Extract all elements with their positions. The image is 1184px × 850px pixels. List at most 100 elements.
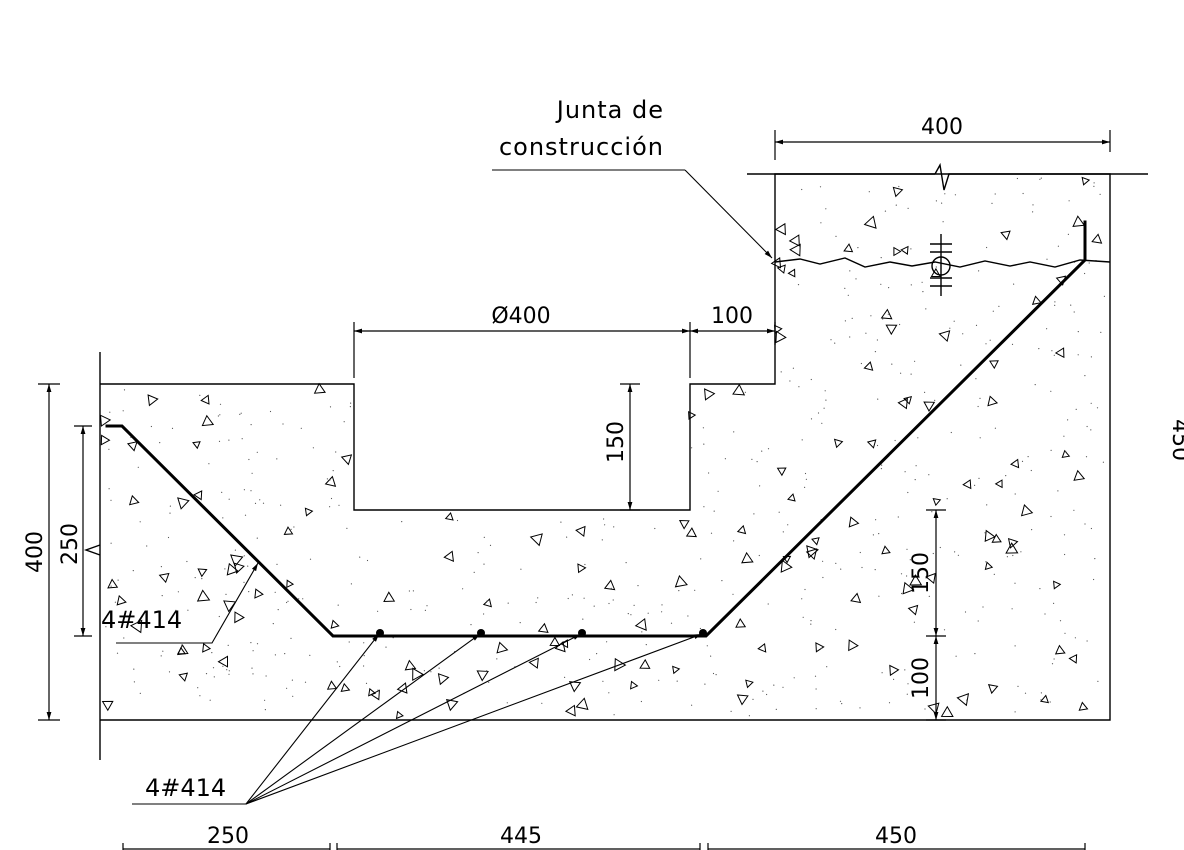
aggregate-speck [1097, 680, 1099, 683]
aggregate-triangle [848, 639, 859, 652]
dim-inner-rise-label: 150 [909, 552, 934, 594]
aggregate-speck [1020, 551, 1022, 553]
aggregate-speck [1063, 534, 1066, 536]
aggregate-speck [900, 573, 903, 575]
dim-overall-height-right: 450 [1167, 419, 1184, 461]
aggregate-speck [566, 536, 568, 538]
aggregate-speck [290, 528, 292, 531]
aggregate-speck [326, 478, 328, 480]
aggregate-speck [486, 670, 488, 672]
aggregate-speck [797, 284, 800, 286]
aggregate-speck [881, 464, 883, 466]
aggregate-speck [150, 425, 152, 428]
aggregate-speck [703, 506, 705, 508]
aggregate-triangle [201, 414, 215, 427]
aggregate-speck [613, 526, 615, 528]
aggregate-speck [978, 477, 980, 479]
aggregate-speck [876, 339, 879, 341]
aggregate-speck [1006, 556, 1009, 558]
aggregate-speck [350, 583, 352, 585]
aggregate-triangle [881, 545, 891, 555]
aggregate-speck [194, 577, 196, 579]
aggregate-triangle [741, 551, 754, 564]
aggregate-triangle [568, 681, 582, 693]
aggregate-speck [910, 284, 912, 286]
aggregate-speck [359, 556, 361, 558]
aggregate-speck [282, 423, 284, 425]
aggregate-triangle [116, 594, 127, 606]
aggregate-speck [909, 559, 911, 561]
aggregate-speck [219, 414, 221, 416]
aggregate-speck [132, 570, 134, 572]
aggregate-speck [312, 447, 314, 449]
aggregate-triangle [735, 618, 747, 628]
aggregate-speck [888, 702, 891, 704]
aggregate-speck [259, 499, 261, 501]
aggregate-speck [1039, 178, 1041, 180]
aggregate-speck [713, 510, 715, 512]
aggregate-speck [904, 471, 906, 473]
aggregate-triangle [254, 588, 264, 599]
aggregate-triangle [177, 646, 187, 656]
aggregate-speck [835, 562, 837, 565]
aggregate-speck [1014, 645, 1016, 647]
aggregate-triangle [100, 434, 111, 446]
aggregate-speck [901, 592, 903, 595]
aggregate-speck [276, 458, 278, 460]
aggregate-speck [805, 478, 808, 480]
aggregate-triangle [880, 308, 893, 320]
joint-label-line2: construcción [499, 133, 664, 161]
aggregate-speck [985, 343, 987, 345]
aggregate-speck [252, 650, 254, 652]
aggregate-speck [906, 575, 908, 577]
aggregate-speck [290, 637, 292, 640]
dim-bottom-row: 250 445 450 [122, 824, 1086, 850]
aggregate-speck [1103, 295, 1105, 297]
aggregate-speck [979, 437, 981, 439]
aggregate-speck [1094, 558, 1096, 560]
aggregate-speck [1096, 407, 1099, 409]
aggregate-speck [329, 506, 331, 508]
aggregate-speck [571, 594, 574, 596]
aggregate-speck [802, 616, 804, 618]
aggregate-speck [822, 560, 824, 562]
aggregate-speck [954, 194, 957, 196]
aggregate-speck [1102, 461, 1104, 463]
aggregate-speck [928, 474, 930, 476]
aggregate-speck [589, 658, 591, 661]
dim-rebar-height-left-label: 250 [58, 523, 83, 565]
aggregate-speck [177, 591, 179, 593]
aggregate-speck [520, 568, 522, 570]
aggregate-speck [1084, 523, 1086, 525]
aggregate-speck [110, 585, 112, 587]
aggregate-triangle [863, 361, 874, 371]
aggregate-speck [895, 204, 897, 206]
aggregate-speck [243, 489, 245, 491]
aggregate-speck [733, 540, 735, 542]
aggregate-triangle [577, 563, 587, 574]
aggregate-triangle [907, 604, 919, 616]
aggregate-speck [256, 643, 259, 645]
aggregate-speck [985, 561, 987, 563]
aggregate-speck [284, 653, 286, 655]
aggregate-speck [775, 708, 777, 711]
aggregate-speck [160, 566, 162, 568]
aggregate-speck [939, 546, 941, 549]
aggregate-speck [1032, 204, 1034, 206]
aggregate-speck [993, 573, 995, 576]
dim-overall-height-right-label: 450 [1167, 419, 1184, 461]
aggregate-speck [801, 188, 803, 191]
aggregate-speck [994, 427, 997, 429]
aggregate-speck [1034, 384, 1036, 386]
aggregate-speck [1093, 185, 1095, 187]
aggregate-triangle [774, 222, 786, 236]
concrete-outline [83, 162, 1148, 760]
aggregate-speck [730, 710, 732, 713]
aggregate-speck [593, 605, 595, 607]
aggregate-speck [483, 563, 485, 565]
aggregate-speck [992, 310, 994, 312]
aggregate-triangle [126, 441, 138, 452]
aggregate-triangle [528, 657, 539, 669]
aggregate-speck [252, 673, 254, 675]
